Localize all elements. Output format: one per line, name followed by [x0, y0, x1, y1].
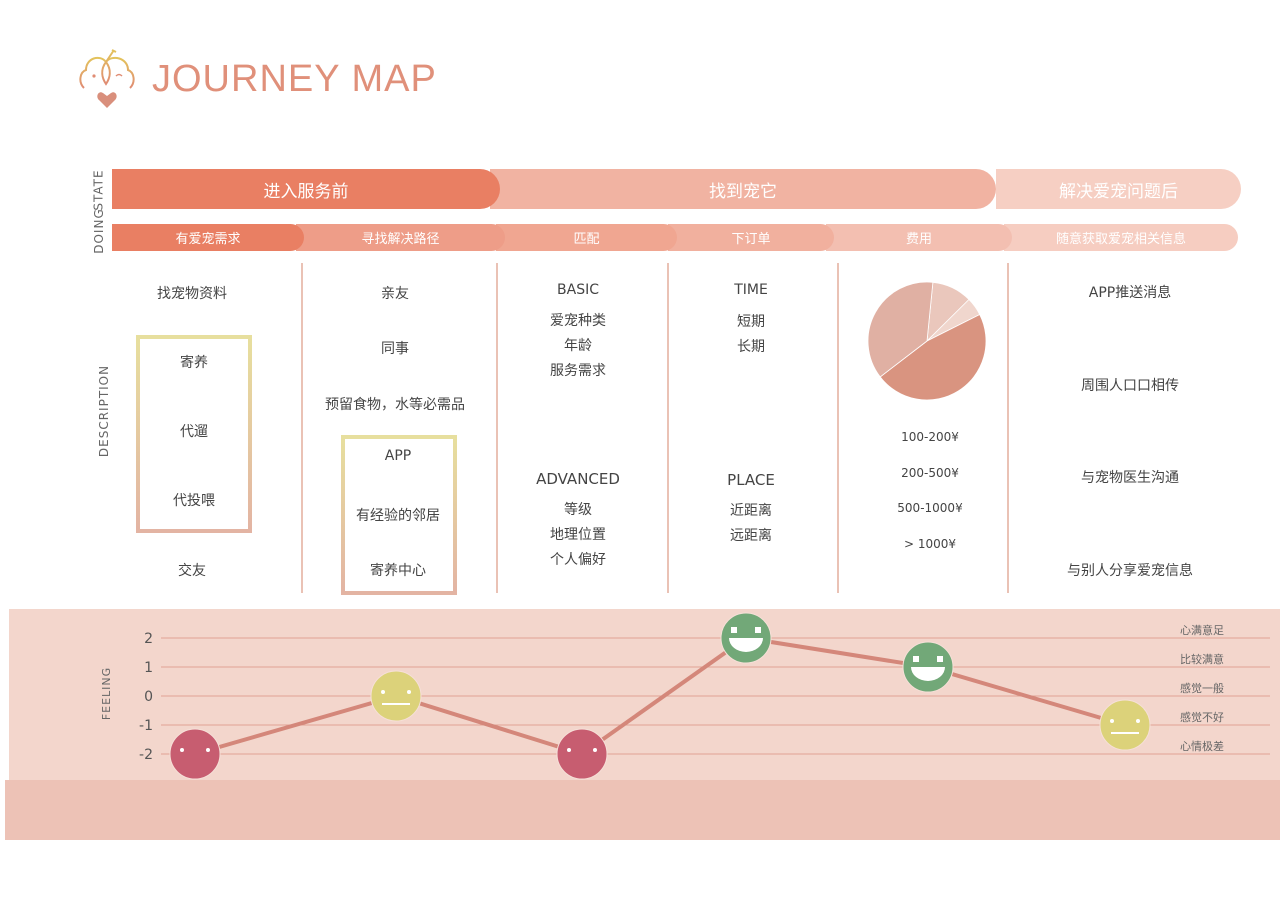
desc-text: APP: [384, 448, 412, 464]
desc-text: 长期: [737, 339, 765, 355]
state-found: 找到宠它: [490, 169, 996, 209]
desc-text: 服务需求: [550, 363, 606, 379]
happy-face-icon: [720, 612, 772, 664]
doing-label: 随意获取爱宠相关信息: [1055, 232, 1186, 247]
desc-heading: TIME: [734, 282, 768, 298]
sad-face-icon: [556, 728, 608, 780]
level-label: 感觉不好: [1180, 710, 1224, 724]
desc-text: 代投喂: [173, 493, 215, 509]
desc-heading: BASIC: [557, 282, 599, 298]
happy-face-icon: [902, 641, 954, 693]
desc-text: 与宠物医生沟通: [1081, 470, 1179, 486]
cost-range: 100-200¥: [901, 430, 959, 444]
doing-label: 费用: [905, 232, 932, 247]
bottom-band: [5, 780, 1280, 840]
description-row-label: DESCRIPTION: [97, 364, 112, 458]
desc-text: 交友: [178, 563, 206, 579]
neutral-face-icon: [1099, 699, 1151, 751]
desc-text: 代遛: [180, 424, 208, 440]
desc-text: 短期: [737, 314, 765, 330]
desc-text: 寄养中心: [370, 563, 426, 579]
desc-text: 同事: [381, 341, 409, 357]
desc-text: 等级: [564, 502, 592, 518]
pie-slice: [867, 281, 934, 378]
doing-label: 寻找解决路径: [361, 232, 440, 247]
state-label: 找到宠它: [709, 181, 777, 202]
options-box: [341, 435, 457, 595]
state-after: 解决爱宠问题后: [996, 169, 1241, 209]
y-tick-label: -1: [139, 718, 153, 734]
desc-text: 寄养: [180, 355, 208, 371]
desc-text: 周围人口口相传: [1081, 378, 1179, 394]
desc-text: APP推送消息: [1088, 285, 1172, 301]
divider: [301, 263, 303, 593]
pie-slice: [879, 313, 987, 401]
cost-range: 500-1000¥: [897, 501, 963, 515]
doing-match: 匹配: [496, 224, 677, 251]
desc-text: 与别人分享爱宠信息: [1067, 563, 1193, 579]
level-label: 心满意足: [1180, 623, 1224, 637]
desc-text: 亲友: [381, 286, 409, 302]
feeling-row-label: FEELING: [100, 666, 114, 721]
feeling-line-chart: 2 心满意足 1 比较满意 0 感觉一般 -1 感觉不好 -2 心情极差: [139, 612, 1270, 780]
y-tick-label: -2: [139, 747, 153, 763]
desc-text: 个人偏好: [550, 552, 606, 568]
doing-row-label: DOING: [91, 208, 106, 254]
divider: [496, 263, 498, 593]
logo-icon: [79, 49, 135, 108]
desc-text: 地理位置: [550, 527, 606, 543]
doing-need: 有爱宠需求: [112, 224, 304, 251]
divider: [667, 263, 669, 593]
state-before: 进入服务前: [112, 169, 500, 209]
desc-text: 找宠物资料: [157, 286, 227, 302]
desc-text: 有经验的邻居: [356, 508, 440, 524]
cost-pie-chart: [867, 281, 987, 401]
page-title: JOURNEY MAP: [152, 58, 437, 100]
neutral-face-icon: [370, 670, 422, 722]
divider: [837, 263, 839, 593]
level-label: 心情极差: [1180, 739, 1224, 753]
sad-face-icon: [169, 728, 221, 780]
desc-text: 远距离: [730, 528, 772, 544]
y-tick-label: 0: [144, 689, 153, 705]
y-tick-label: 1: [144, 660, 153, 676]
level-label: 感觉一般: [1180, 682, 1224, 695]
feeling-line: [194, 635, 1126, 757]
level-label: 比较满意: [1180, 652, 1224, 666]
state-label: 解决爱宠问题后: [1059, 181, 1178, 202]
doing-info: 随意获取爱宠相关信息: [1004, 224, 1238, 251]
options-box: [136, 335, 252, 533]
doing-label: 匹配: [573, 232, 600, 247]
desc-heading: PLACE: [727, 471, 775, 489]
state-label: 进入服务前: [263, 181, 349, 202]
desc-text: 近距离: [730, 503, 772, 519]
doing-search: 寻找解决路径: [296, 224, 505, 251]
divider: [1007, 263, 1009, 593]
state-row-label: STATE: [91, 169, 106, 211]
desc-text: 爱宠种类: [550, 313, 606, 329]
doing-label: 有爱宠需求: [175, 232, 241, 247]
desc-text: 预留食物，水等必需品: [325, 397, 465, 413]
y-tick-label: 2: [144, 631, 153, 647]
doing-cost: 费用: [826, 224, 1012, 251]
doing-label: 下订单: [731, 232, 771, 247]
cost-range: 200-500¥: [901, 466, 959, 480]
desc-text: 年龄: [564, 338, 592, 354]
cost-range: > 1000¥: [903, 537, 957, 551]
doing-order: 下订单: [668, 224, 834, 251]
desc-heading: ADVANCED: [536, 470, 620, 488]
